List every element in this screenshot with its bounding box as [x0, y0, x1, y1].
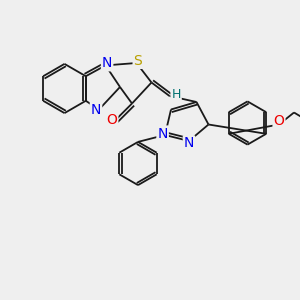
Text: N: N: [184, 136, 194, 150]
Text: N: N: [91, 103, 101, 116]
Text: H: H: [171, 88, 181, 101]
Text: N: N: [158, 127, 168, 140]
Text: O: O: [106, 113, 117, 127]
Text: N: N: [102, 56, 112, 70]
Text: S: S: [134, 54, 142, 68]
Text: O: O: [274, 114, 284, 128]
